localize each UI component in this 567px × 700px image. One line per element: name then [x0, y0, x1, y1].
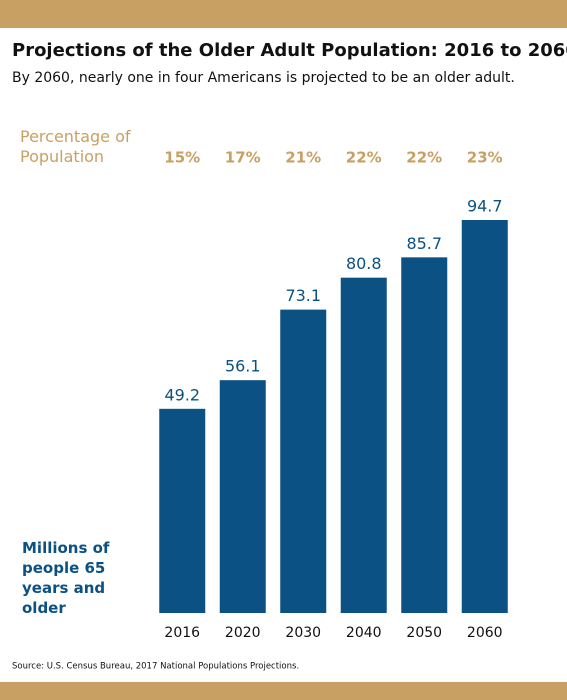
percentage-label: 17% [225, 149, 261, 167]
x-tick-label: 2040 [346, 625, 382, 641]
percentage-label: 22% [406, 149, 442, 167]
bar [401, 257, 448, 613]
x-tick-label: 2060 [467, 625, 503, 641]
x-tick-label: 2016 [164, 625, 200, 641]
percentage-label: 23% [467, 149, 503, 167]
x-tick-label: 2030 [285, 625, 321, 641]
bar [159, 408, 206, 613]
chart-title: Projections of the Older Adult Populatio… [12, 40, 567, 61]
value-label: 49.2 [164, 385, 200, 404]
x-tick-label: 2050 [406, 625, 442, 641]
source: Source: U.S. Census Bureau, 2017 Nationa… [12, 662, 299, 672]
percentage-label: 21% [285, 149, 321, 167]
bar [340, 277, 387, 613]
value-label: 80.8 [346, 254, 382, 273]
bottom-band [0, 682, 567, 700]
bar [461, 219, 508, 613]
value-label: 73.1 [285, 286, 321, 305]
value-label: 85.7 [406, 234, 442, 253]
percentage-label: 22% [346, 149, 382, 167]
chart-subtitle: By 2060, nearly one in four Americans is… [12, 70, 515, 86]
value-label: 94.7 [467, 196, 503, 215]
percentage-label: 15% [164, 149, 200, 167]
value-label: 56.1 [225, 357, 261, 376]
x-tick-label: 2020 [225, 625, 261, 641]
bar [219, 380, 266, 613]
top-band [0, 0, 567, 28]
percentage-row-label: Percentage of Population [20, 127, 131, 166]
bar [280, 309, 327, 613]
series-label: Millions of people 65 years and older [22, 539, 110, 617]
